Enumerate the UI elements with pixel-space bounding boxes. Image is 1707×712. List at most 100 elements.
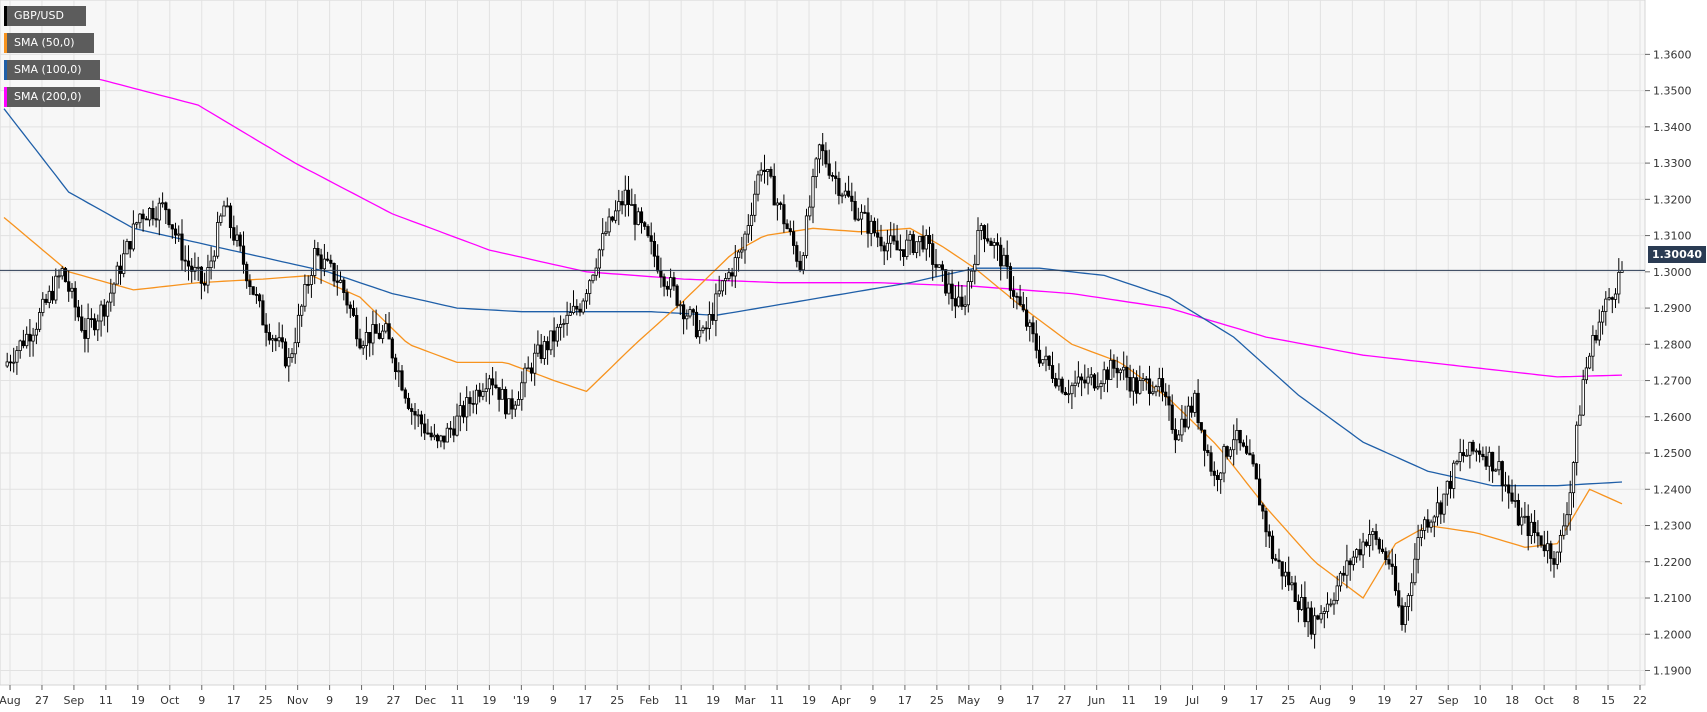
candle-body-up — [1597, 321, 1601, 341]
x-tick-label: Nov — [287, 694, 309, 707]
candle-body-down — [306, 283, 310, 286]
candle-body-down — [8, 361, 13, 364]
candle-body-down — [1190, 405, 1194, 413]
candle-body-up — [623, 189, 627, 206]
candle-body-down — [1083, 379, 1087, 384]
x-tick-label: 11 — [674, 694, 688, 707]
y-tick-label: 1.2400 — [1653, 483, 1692, 496]
candle-body-up — [1089, 374, 1093, 378]
candle-body-down — [1510, 492, 1514, 502]
candle-body-up — [338, 279, 343, 283]
candle-body-down — [63, 268, 68, 283]
candle-body-down — [1491, 451, 1495, 472]
legend-sma200[interactable]: SMA (200,0) — [4, 87, 100, 107]
candle-body-up — [57, 275, 61, 278]
candle-body-up — [1555, 551, 1559, 565]
candle-body-down — [1105, 369, 1110, 380]
candle-body-up — [918, 235, 922, 243]
candle-body-up — [811, 176, 815, 208]
candle-body-up — [520, 382, 524, 400]
candle-body-up — [1041, 359, 1045, 364]
candle-body-up — [1581, 379, 1585, 416]
candle-body-up — [1591, 334, 1595, 357]
candle-body-down — [982, 225, 987, 240]
x-tick-label: Oct — [160, 694, 180, 707]
candle-body-down — [435, 434, 440, 442]
candle-body-up — [1028, 322, 1032, 327]
candle-body-down — [232, 227, 236, 241]
candle-body-up — [562, 323, 566, 325]
candle-body-up — [924, 234, 928, 250]
candle-body-up — [1497, 461, 1501, 471]
candle-body-up — [1604, 298, 1608, 312]
candle-body-up — [1177, 434, 1181, 441]
candle-body-up — [293, 342, 297, 355]
candle-body-up — [581, 300, 585, 313]
candle-body-down — [649, 235, 653, 242]
candlestick-series — [5, 133, 1624, 649]
candle-body-up — [898, 249, 903, 252]
candle-body-down — [1280, 561, 1284, 577]
x-tick-label: 19 — [355, 694, 369, 707]
candle-body-up — [584, 293, 589, 302]
candle-body-up — [177, 233, 181, 236]
x-tick-label: 19 — [131, 694, 145, 707]
candle-body-up — [727, 272, 731, 279]
y-tick-label: 1.3400 — [1653, 121, 1692, 134]
legend-sma50[interactable]: SMA (50,0) — [4, 33, 94, 53]
x-tick-label: Jun — [1087, 694, 1105, 707]
candle-body-up — [1571, 462, 1576, 494]
y-tick-label: 1.3300 — [1653, 157, 1692, 170]
candle-body-up — [1351, 556, 1355, 566]
candle-body-down — [662, 276, 666, 287]
legend-gbpusd[interactable]: GBP/USD — [4, 6, 86, 26]
candle-body-down — [788, 228, 792, 233]
candle-body-up — [138, 213, 142, 224]
candle-body-up — [905, 239, 909, 258]
candle-body-up — [1578, 414, 1582, 426]
candle-body-up — [976, 229, 980, 265]
candle-body-down — [1147, 378, 1152, 394]
candle-body-down — [202, 282, 207, 286]
candle-body-down — [151, 207, 155, 220]
candle-body-down — [283, 341, 288, 367]
x-tick-label: 27 — [1409, 694, 1423, 707]
candle-body-down — [1594, 334, 1598, 341]
candle-body-down — [167, 209, 171, 226]
candle-body-down — [792, 231, 796, 246]
candle-body-up — [1138, 380, 1142, 394]
candle-body-down — [351, 307, 356, 316]
candle-body-down — [144, 218, 148, 221]
candle-body-up — [1355, 549, 1359, 558]
legend-sma100[interactable]: SMA (100,0) — [4, 60, 100, 80]
candle-body-down — [274, 338, 278, 342]
candle-body-down — [1526, 515, 1530, 536]
candle-body-up — [1565, 514, 1569, 527]
candle-body-down — [921, 235, 925, 250]
candle-body-up — [1290, 582, 1294, 586]
candle-body-up — [225, 205, 229, 208]
candle-body-up — [465, 397, 469, 418]
candle-body-up — [869, 220, 873, 234]
candle-body-up — [364, 331, 369, 346]
candle-body-up — [1325, 603, 1330, 612]
candle-body-up — [753, 193, 757, 216]
candle-body-up — [209, 260, 213, 268]
candle-body-down — [1390, 563, 1394, 567]
candle-body-down — [639, 211, 644, 224]
candle-body-down — [1293, 582, 1297, 603]
candle-body-up — [973, 263, 977, 272]
candle-body-down — [1241, 442, 1245, 447]
x-tick-label: '19 — [513, 694, 530, 707]
x-tick-label: Apr — [831, 694, 851, 707]
candle-body-up — [371, 324, 375, 344]
candle-body-up — [737, 251, 741, 259]
candle-body-up — [1141, 378, 1145, 381]
candle-body-down — [1542, 544, 1546, 552]
candle-body-up — [743, 233, 747, 251]
candle-body-down — [490, 378, 495, 386]
candle-body-up — [296, 314, 301, 343]
last-price-tag: 1.30040 — [1648, 246, 1706, 263]
candle-body-up — [1157, 378, 1161, 388]
